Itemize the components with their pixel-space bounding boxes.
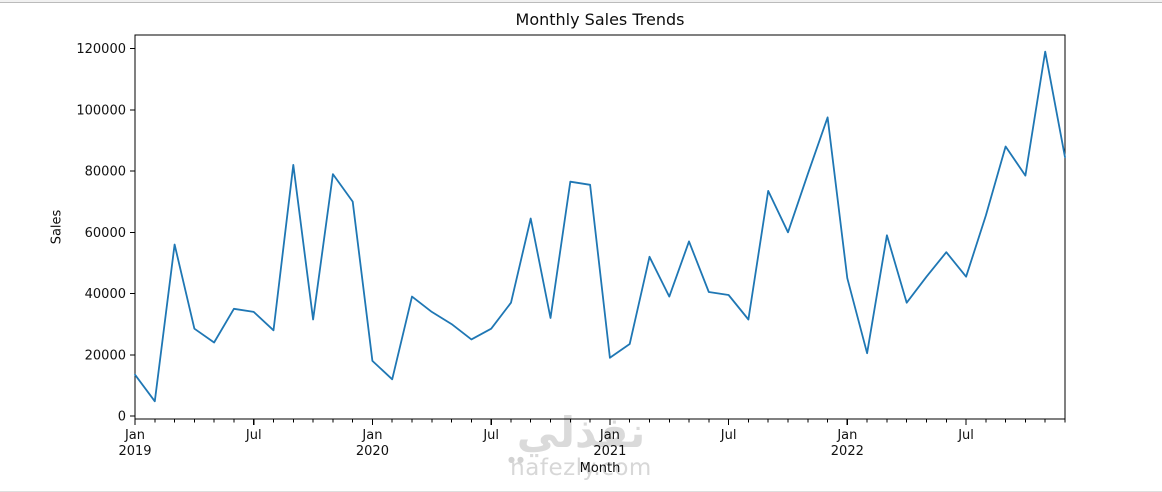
x-tick-label-month: Jul: [957, 428, 974, 443]
x-axis-label: Month: [579, 461, 621, 476]
x-tick-label-year: 2019: [118, 444, 151, 459]
watermark-dots-icon: ●●: [508, 455, 526, 464]
y-tick-label: 40000: [85, 287, 126, 302]
y-tick-label: 60000: [85, 226, 126, 241]
plot-border: [134, 34, 1066, 420]
y-tick-label: 20000: [85, 348, 126, 363]
y-tick-label: 0: [118, 410, 126, 425]
y-tick-label: 120000: [76, 42, 126, 57]
x-tick-label-year: 2022: [831, 444, 864, 459]
x-tick-label-month: Jan: [361, 428, 382, 443]
y-tick-label: 100000: [76, 103, 126, 118]
x-tick-label-year: 2021: [593, 444, 626, 459]
x-tick-label-month: Jan: [599, 428, 620, 443]
watermark-domain-text: nafezly.com: [510, 455, 652, 481]
chart-title: Monthly Sales Trends: [515, 10, 685, 29]
x-tick-label-month: Jul: [482, 428, 499, 443]
y-tick-label: 80000: [85, 165, 126, 180]
x-tick-label-month: Jul: [245, 428, 262, 443]
x-tick-label-month: Jan: [836, 428, 857, 443]
x-tick-label-month: Jan: [124, 428, 145, 443]
x-tick-label-year: 2020: [356, 444, 389, 459]
page-top-border: [0, 0, 1162, 3]
sales-series-line: [134, 50, 1066, 403]
x-tick-label-month: Jul: [720, 428, 737, 443]
